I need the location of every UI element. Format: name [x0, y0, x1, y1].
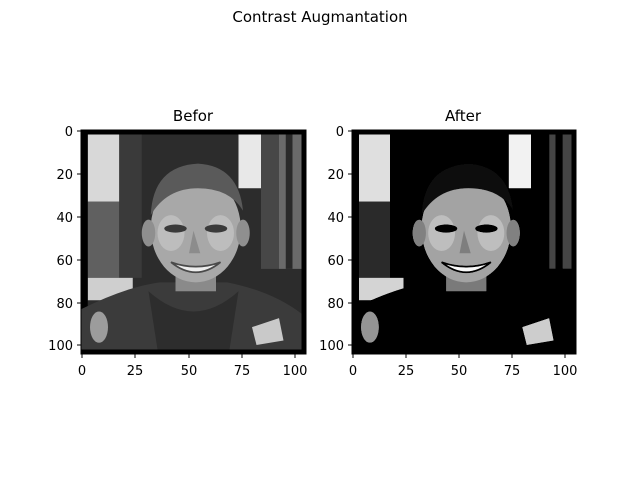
x-tick-label: 25: [398, 364, 415, 379]
y-axis-before: 0 20 40 60 80 100: [48, 125, 81, 354]
photo-after: [352, 130, 576, 354]
y-tick-label: 0: [65, 125, 73, 140]
x-axis-after: 0 25 50 75 100: [349, 354, 578, 379]
x-tick-label: 50: [451, 364, 468, 379]
x-tick-label: 25: [127, 364, 144, 379]
axes-frame-before: [80, 129, 307, 355]
y-tick-label: 20: [327, 168, 344, 183]
y-tick-label: 20: [56, 168, 73, 183]
panel-before: Befor 0 20 40 60 80 100 0 25: [48, 107, 307, 379]
x-tick-label: 0: [78, 364, 86, 379]
y-tick-label: 0: [336, 125, 344, 140]
x-tick-label: 75: [504, 364, 521, 379]
y-tick-label: 80: [327, 297, 344, 312]
y-tick-label: 40: [327, 211, 344, 226]
figure-title: Contrast Augmantation: [232, 8, 407, 26]
x-tick-label: 0: [349, 364, 357, 379]
y-tick-label: 60: [56, 254, 73, 269]
x-tick-label: 100: [283, 364, 308, 379]
x-tick-label: 50: [181, 364, 198, 379]
x-tick-label: 75: [234, 364, 251, 379]
y-tick-label: 60: [327, 254, 344, 269]
y-tick-label: 100: [48, 339, 73, 354]
axes-frame-after: [351, 129, 577, 355]
x-tick-label: 100: [553, 364, 578, 379]
y-axis-after: 0 20 40 60 80 100: [319, 125, 352, 354]
panel-after: After 0 20 40 60 80 100: [319, 107, 577, 379]
y-tick-label: 80: [56, 297, 73, 312]
panel-after-title: After: [445, 107, 482, 125]
y-tick-label: 40: [56, 211, 73, 226]
y-tick-label: 100: [319, 339, 344, 354]
photo-before: [81, 130, 306, 354]
x-axis-before: 0 25 50 75 100: [78, 354, 308, 379]
panel-before-title: Befor: [173, 107, 214, 125]
